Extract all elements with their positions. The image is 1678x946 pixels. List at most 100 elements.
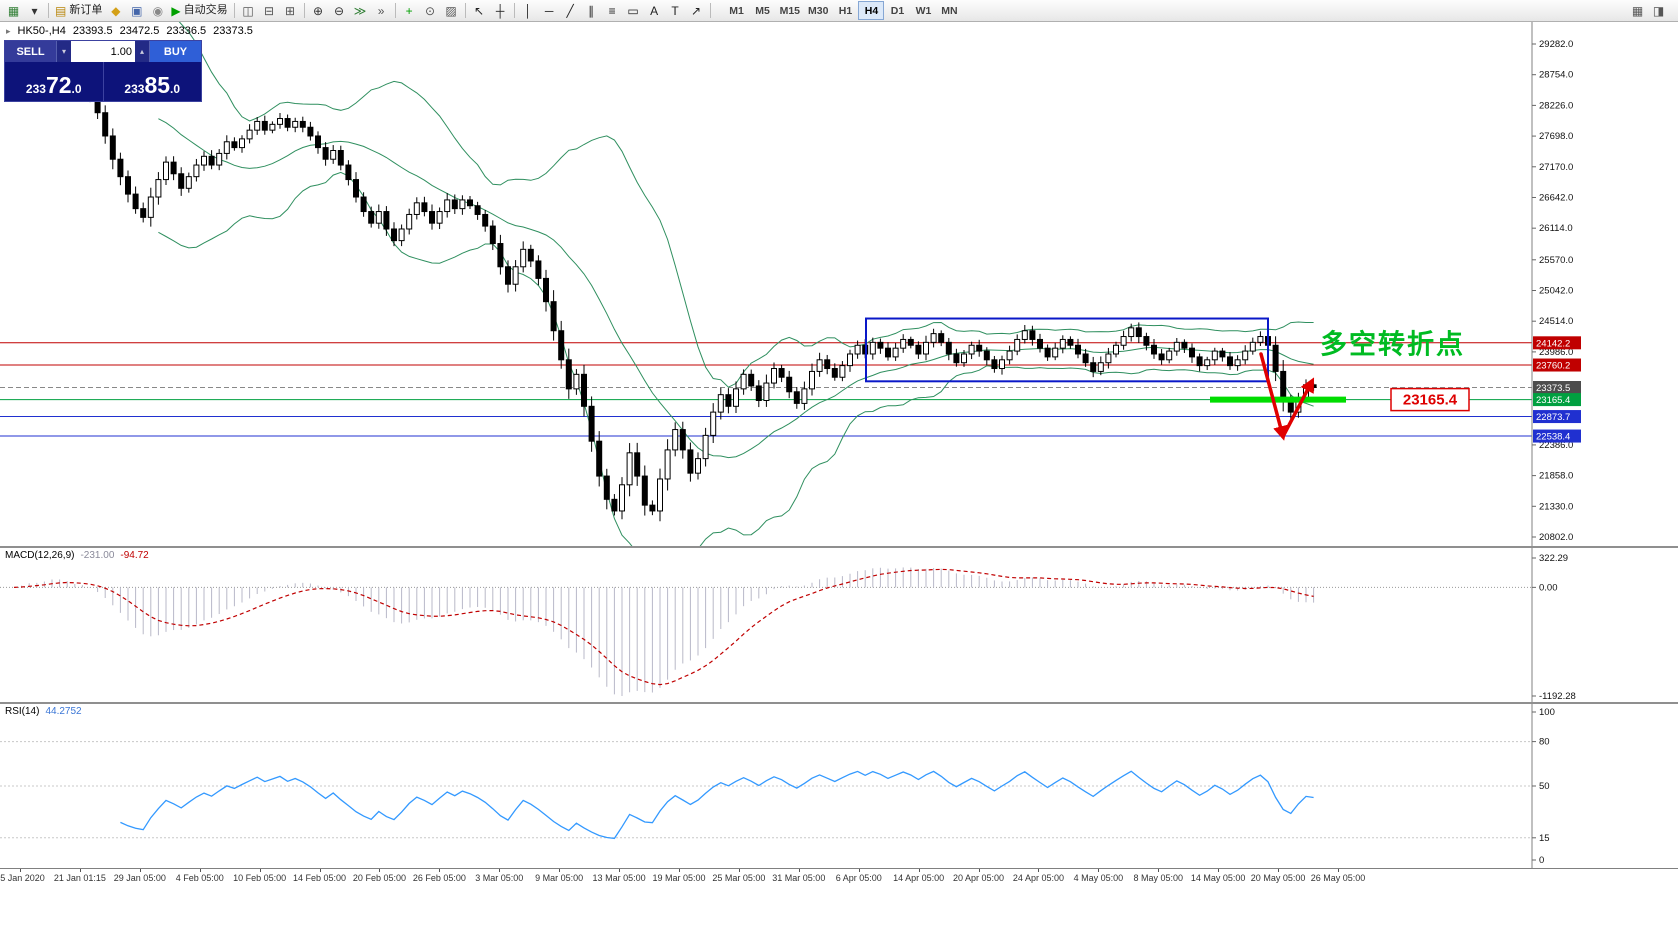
candle-body xyxy=(512,266,519,285)
price-tick-label: 29282.0 xyxy=(1539,39,1573,50)
candle-body xyxy=(581,373,587,407)
time-axis-label: 3 Mar 05:00 xyxy=(475,873,524,883)
candle-body xyxy=(869,341,876,355)
candle-body xyxy=(968,344,975,355)
print-icon[interactable]: ▣ xyxy=(126,1,147,20)
buy-button[interactable]: BUY xyxy=(149,41,201,62)
timeframe-m1[interactable]: M1 xyxy=(724,1,750,20)
horizontal-line-icon[interactable]: ─ xyxy=(539,1,560,20)
channel-icon[interactable]: ∥ xyxy=(581,1,602,20)
fibonacci-icon[interactable]: ≡ xyxy=(602,1,623,20)
timeframe-group: M1 M5 M15 M30 H1 H4 D1 W1 MN xyxy=(724,1,963,20)
toolbar-separator xyxy=(394,3,396,18)
candle-body xyxy=(178,173,185,189)
candle-body xyxy=(588,405,595,442)
tile-vertical-icon[interactable]: ⊞ xyxy=(280,1,301,20)
new-order-button[interactable]: ▤ 新订单 xyxy=(52,1,105,20)
add-indicator-icon[interactable]: + xyxy=(399,1,420,20)
timeframe-h4[interactable]: H4 xyxy=(858,1,885,20)
time-axis-label: 26 May 05:00 xyxy=(1310,873,1366,883)
price-tag-bg xyxy=(1533,336,1581,350)
timeframe-d1[interactable]: D1 xyxy=(884,1,910,20)
time-axis-label: 31 Mar 05:00 xyxy=(772,873,826,883)
info-icon[interactable]: ◉ xyxy=(147,1,168,20)
time-axis[interactable]: 15 Jan 2020 21 Jan 01:15 29 Jan 05:00 4 Feb… xyxy=(0,868,1678,886)
new-chart-button[interactable]: ▦ xyxy=(1627,1,1648,20)
timeframe-mn[interactable]: MN xyxy=(936,1,962,20)
sell-price[interactable]: 233 72.0 xyxy=(5,62,104,101)
shapes-icon[interactable]: ▭ xyxy=(623,1,644,20)
panel-separator[interactable] xyxy=(0,702,1678,704)
period-icon[interactable]: ⊙ xyxy=(420,1,441,20)
volume-input[interactable] xyxy=(71,41,135,62)
cursor-icon[interactable]: ↖ xyxy=(469,1,490,20)
candle-body xyxy=(1219,350,1226,358)
chart-dropdown-icon[interactable]: ▾ xyxy=(24,1,45,20)
chart-window-icon[interactable]: ▦ xyxy=(3,1,24,20)
price-axis[interactable]: 29282.0 28754.0 28226.0 27698.0 27170.0 26642… xyxy=(1532,39,1581,543)
arrows-icon[interactable]: ↗ xyxy=(686,1,707,20)
sell-button[interactable]: SELL xyxy=(5,41,57,62)
zoom-out-icon[interactable]: ⊖ xyxy=(329,1,350,20)
text-label-icon[interactable]: T xyxy=(665,1,686,20)
candle-body xyxy=(1029,330,1036,340)
buy-price-suffix: .0 xyxy=(170,81,181,96)
auto-trading-button[interactable]: ▶ 自动交易 xyxy=(168,1,230,20)
timeframe-m30[interactable]: M30 xyxy=(804,1,832,20)
time-axis-label: 4 May 05:00 xyxy=(1073,873,1124,883)
auto-scroll-icon[interactable]: ≫ xyxy=(350,1,371,20)
chart-shift-icon[interactable]: » xyxy=(371,1,392,20)
turning-point-annotation[interactable]: 多空转折点 xyxy=(1320,328,1465,359)
timeframe-h1[interactable]: H1 xyxy=(832,1,858,20)
timeframe-w1[interactable]: W1 xyxy=(910,1,936,20)
chart-window-icon-icon: ▦ xyxy=(7,3,20,18)
volume-stepper-up[interactable]: ▴ xyxy=(135,41,149,62)
panel-separator[interactable] xyxy=(0,546,1678,548)
buy-price[interactable]: 233 85.0 xyxy=(104,62,202,101)
candle-body xyxy=(436,211,443,224)
candle-body xyxy=(885,347,891,358)
candle-body xyxy=(1227,356,1233,367)
window-layout-button[interactable]: ◨ xyxy=(1648,1,1669,20)
candle-body xyxy=(679,429,686,451)
candle-body xyxy=(930,333,937,343)
zoom-in-icon-icon: ⊕ xyxy=(313,3,324,18)
candle-body xyxy=(1120,336,1127,346)
candle-body xyxy=(953,353,960,364)
price-tick-label: 28226.0 xyxy=(1539,100,1573,111)
consolidation-box[interactable] xyxy=(865,317,1269,383)
time-axis-label: 14 Feb 05:00 xyxy=(293,873,347,883)
trendline-icon[interactable]: ╱ xyxy=(560,1,581,20)
timeframe-m5[interactable]: M5 xyxy=(750,1,776,20)
main-chart-canvas[interactable]: 多空转折点 23165.4 29282.0 28754.0 28226.0 27698.0… xyxy=(0,22,1678,546)
text-icon[interactable]: A xyxy=(644,1,665,20)
price-tag-bg xyxy=(1533,393,1581,407)
volume-dropdown-button[interactable]: ▾ xyxy=(57,41,71,62)
gold-icon[interactable]: ◆ xyxy=(105,1,126,20)
candle-body xyxy=(778,368,785,378)
macd-canvas[interactable]: 322.29 0.00 -1192.28 xyxy=(0,548,1678,702)
timeframe-m15[interactable]: M15 xyxy=(776,1,804,20)
chart-window: 多空转折点 23165.4 29282.0 28754.0 28226.0 27698.0… xyxy=(0,22,1678,946)
zoom-in-icon[interactable]: ⊕ xyxy=(308,1,329,20)
vertical-line-icon[interactable]: │ xyxy=(518,1,539,20)
tile-horizontal-icon[interactable]: ⊟ xyxy=(259,1,280,20)
annotation-arrow-2[interactable] xyxy=(1281,377,1315,439)
shapes-icon-icon: ▭ xyxy=(627,3,639,18)
bollinger-middle[interactable] xyxy=(158,118,1314,459)
cascade-windows-icon[interactable]: ◫ xyxy=(238,1,259,20)
crosshair-icon[interactable]: ┼ xyxy=(490,1,511,20)
trade-widget-controls: SELL ▾ ▴ BUY xyxy=(5,41,201,62)
candle-body xyxy=(900,338,907,349)
candle-body xyxy=(558,330,565,361)
bollinger-lower[interactable] xyxy=(158,171,1314,546)
candle-body xyxy=(109,135,116,160)
candle-body xyxy=(1249,341,1256,352)
rsi-canvas[interactable]: 100 80 50 15 0 xyxy=(0,704,1678,868)
candle-body xyxy=(619,484,625,512)
price-label-box[interactable] xyxy=(1390,387,1470,412)
template-icon[interactable]: ▨ xyxy=(441,1,462,20)
chart-shift-icon-icon: » xyxy=(377,3,385,18)
annotation-arrow-1[interactable] xyxy=(1259,352,1288,441)
time-tick xyxy=(738,869,740,872)
